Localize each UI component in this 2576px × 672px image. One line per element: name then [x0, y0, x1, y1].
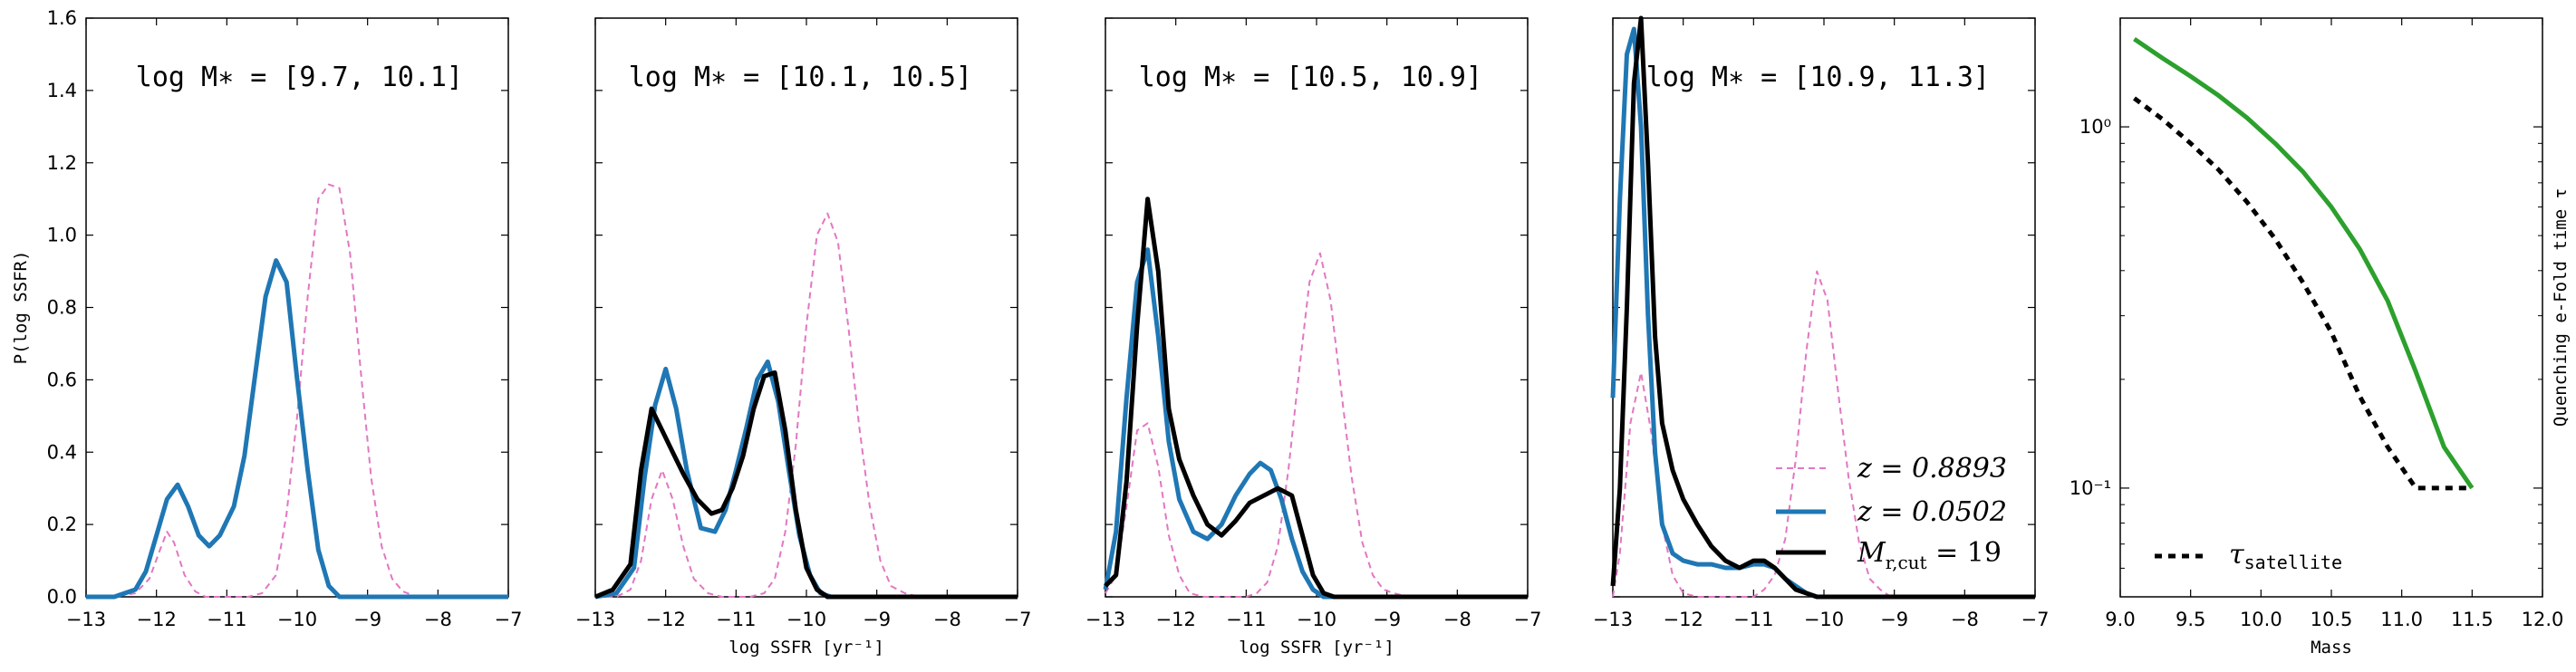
x-tick-label: −13 — [575, 609, 615, 630]
series-line-1 — [2133, 37, 2475, 490]
axes-frame — [594, 17, 1018, 598]
legend-label-main: M — [1857, 537, 1886, 569]
x-axis-label: log SSFR [yr⁻¹] — [1239, 638, 1394, 658]
series-line-1 — [86, 183, 508, 598]
legend: z = 0.8893 z = 0.0502 Mr,cut = 19 — [1776, 453, 2007, 573]
series-line-3 — [1104, 197, 1528, 600]
x-tick-label: −7 — [2021, 609, 2050, 630]
x-tick-label: −13 — [1593, 609, 1633, 630]
axes-frame — [2119, 17, 2543, 598]
series-line-1 — [595, 212, 1018, 598]
x-tick-label: −8 — [933, 609, 961, 630]
x-tick-label: −12 — [1664, 609, 1703, 630]
x-tick-label: −11 — [207, 609, 246, 630]
panel-title: log M∗ = [10.9, 11.3] — [1646, 62, 1990, 93]
x-tick-label: −8 — [1443, 609, 1471, 630]
legend-label-sub: r,cut — [1886, 552, 1927, 573]
x-tick-label: 9.5 — [2176, 609, 2205, 630]
legend-label: τsatellite — [2229, 539, 2342, 573]
y-tick-label: 0.6 — [47, 369, 77, 390]
x-tick-label: 10.0 — [2240, 609, 2282, 630]
legend-label: z = 0.8893 — [1857, 453, 2007, 485]
y-tick-label: 10⁰ — [2079, 116, 2111, 138]
series-line-1 — [1105, 252, 1528, 598]
x-tick-label: −12 — [137, 609, 177, 630]
series-line-1 — [1612, 270, 2035, 598]
series-line-2 — [2133, 96, 2473, 491]
x-tick-label: −10 — [786, 609, 826, 630]
x-tick-label: −12 — [1156, 609, 1196, 630]
x-tick-label: −13 — [1085, 609, 1125, 630]
axes-frame — [85, 17, 509, 598]
legend: τsatellite — [2155, 539, 2342, 573]
x-tick-label: −7 — [495, 609, 523, 630]
y-axis-label: P(log SSFR) — [11, 251, 31, 365]
panel-5: 9.0 9.5 10.0 10.5 11.0 11.5 12.0 10⁻¹ 10⁰ Mass Que… — [2069, 17, 2571, 658]
x-tick-label: −13 — [66, 609, 106, 630]
x-tick-label: −9 — [353, 609, 381, 630]
x-tick-label: −9 — [1880, 609, 1908, 630]
x-tick-label: 11.5 — [2451, 609, 2494, 630]
x-tick-label: −7 — [1514, 609, 1542, 630]
y-axis-label: Quenching e-Fold time τ — [2551, 188, 2571, 427]
x-tick-label: −9 — [863, 609, 891, 630]
legend-label-sub: satellite — [2244, 552, 2342, 573]
x-tick-label: −10 — [1297, 609, 1336, 630]
series-line-2 — [1103, 247, 1528, 600]
x-tick-label: −11 — [1226, 609, 1266, 630]
y-tick-label: 0.2 — [47, 514, 77, 535]
y-tick-label: 1.4 — [47, 80, 77, 101]
series-line-3 — [594, 370, 1018, 600]
legend-label: z = 0.0502 — [1857, 496, 2007, 528]
x-axis-label: Mass — [2311, 638, 2352, 658]
panel-title: log M∗ = [10.1, 10.5] — [629, 62, 972, 93]
y-tick-label: 0.8 — [47, 297, 77, 319]
x-tick-label: −12 — [646, 609, 686, 630]
y-tick-label: 0.0 — [47, 586, 77, 608]
x-tick-label: 12.0 — [2522, 609, 2564, 630]
x-tick-label: 10.5 — [2311, 609, 2353, 630]
x-tick-label: −10 — [277, 609, 317, 630]
y-tick-label: 0.4 — [47, 441, 77, 463]
panel-3: −13 −12 −11 −10 −9 −8 −7 log M∗ = [10.5, 10.9] l… — [1085, 17, 1542, 658]
series-line-2 — [86, 258, 508, 600]
y-tick-label: 1.6 — [47, 7, 77, 29]
panel-4: −13 −12 −11 −10 −9 −8 −7 log M∗ = [10.9, 11.3] z… — [1593, 15, 2050, 630]
y-tick-label: 1.0 — [47, 225, 77, 246]
panel-2: −13 −12 −11 −10 −9 −8 −7 log M∗ = [10.1, 10.5] l… — [575, 17, 1032, 658]
x-tick-label: −8 — [424, 609, 452, 630]
axes-frame — [1105, 17, 1529, 598]
series-line-3 — [1610, 15, 2035, 600]
x-tick-label: −7 — [1004, 609, 1032, 630]
x-tick-label: −11 — [1733, 609, 1773, 630]
legend-label-rest: = 19 — [1927, 537, 2002, 569]
y-tick-label: 1.2 — [47, 152, 77, 174]
x-tick-label: −11 — [716, 609, 756, 630]
x-tick-label: 9.0 — [2105, 609, 2135, 630]
panel-title: log M∗ = [10.5, 10.9] — [1139, 62, 1482, 93]
y-tick-label: 10⁻¹ — [2069, 477, 2111, 499]
panel-title: log M∗ = [9.7, 10.1] — [136, 62, 463, 93]
x-tick-label: 11.0 — [2380, 609, 2423, 630]
legend-label: Mr,cut = 19 — [1857, 537, 2002, 573]
x-tick-label: −10 — [1804, 609, 1844, 630]
x-tick-label: −8 — [1951, 609, 1979, 630]
x-axis-label: log SSFR [yr⁻¹] — [728, 638, 884, 658]
legend-label-main: τ — [2229, 539, 2244, 571]
panel-1: −13 −12 −11 −10 −9 −8 −7 0.0 0.2 0.4 0.6 0.8 1.0 1.2 1… — [11, 7, 522, 630]
series-line-2 — [1610, 26, 2035, 600]
x-tick-label: −9 — [1373, 609, 1401, 630]
